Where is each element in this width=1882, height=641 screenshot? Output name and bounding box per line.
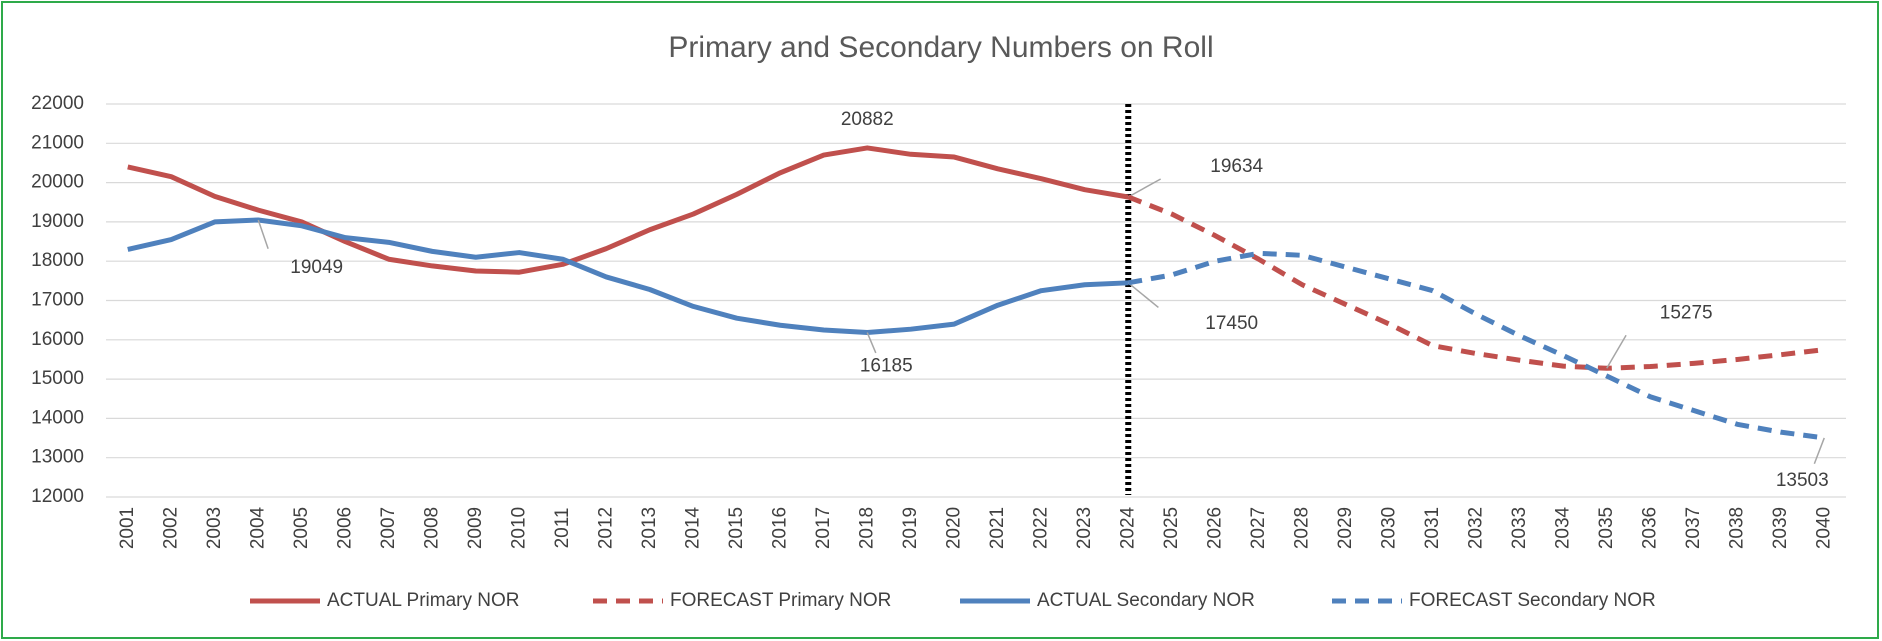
x-tick-label: 2014: [682, 506, 703, 549]
data-label: 16185: [860, 356, 913, 377]
y-tick-label: 17000: [31, 290, 84, 311]
label-leader: [257, 219, 269, 250]
x-tick-label: 2028: [1291, 507, 1312, 549]
x-tick-label: 2031: [1422, 507, 1443, 549]
y-tick-label: 21000: [31, 132, 84, 153]
y-tick-label: 13000: [31, 447, 84, 468]
x-tick-label: 2019: [900, 507, 921, 549]
x-tick-label: 2037: [1683, 507, 1704, 549]
x-tick-label: 2018: [856, 507, 877, 549]
x-tick-label: 2040: [1813, 507, 1834, 549]
x-tick-label: 2021: [987, 507, 1008, 549]
x-tick-label: 2024: [1117, 506, 1138, 549]
x-tick-label: 2034: [1552, 506, 1573, 549]
x-tick-label: 2032: [1465, 507, 1486, 549]
x-tick-label: 2013: [639, 507, 660, 549]
x-tick-label: 2016: [769, 507, 790, 549]
series-line: [1127, 194, 1825, 371]
x-tick-label: 2005: [291, 507, 312, 549]
x-tick-label: 2006: [334, 507, 355, 549]
data-label: 19049: [290, 257, 343, 278]
y-tick-label: 18000: [31, 250, 84, 271]
x-tick-label: 2002: [160, 507, 181, 549]
label-leader: [1813, 437, 1825, 465]
data-label: 20882: [841, 109, 894, 130]
label-leader: [1606, 334, 1627, 369]
x-tick-label: 2036: [1639, 507, 1660, 549]
label-leader: [866, 332, 877, 354]
y-tick-label: 16000: [31, 329, 84, 350]
x-tick-label: 2001: [117, 507, 138, 549]
x-tick-label: 2039: [1770, 507, 1791, 549]
y-tick-label: 19000: [31, 211, 84, 232]
label-leader: [1127, 282, 1159, 308]
y-tick-label: 20000: [31, 172, 84, 193]
x-tick-label: 2007: [378, 507, 399, 549]
legend-label: FORECAST Secondary NOR: [1409, 590, 1656, 611]
x-tick-label: 2010: [508, 507, 529, 549]
y-tick-label: 22000: [31, 93, 84, 114]
y-tick-label: 12000: [31, 486, 84, 507]
x-tick-label: 2020: [943, 507, 964, 549]
x-tick-label: 2008: [421, 507, 442, 549]
legend-label: ACTUAL Secondary NOR: [1037, 590, 1255, 611]
chart-title: Primary and Secondary Numbers on Roll: [668, 31, 1213, 64]
x-tick-label: 2012: [595, 507, 616, 549]
x-tick-label: 2035: [1596, 507, 1617, 549]
x-tick-label: 2026: [1204, 507, 1225, 549]
data-label: 19634: [1210, 156, 1263, 177]
series-line: [127, 145, 1129, 275]
x-tick-label: 2011: [552, 508, 573, 549]
x-tick-label: 2022: [1030, 507, 1051, 549]
y-tick-label: 14000: [31, 407, 84, 428]
label-leader: [1127, 178, 1162, 198]
x-tick-label: 2003: [204, 507, 225, 549]
x-tick-label: 2038: [1726, 507, 1747, 549]
legend-label: FORECAST Primary NOR: [670, 590, 891, 611]
x-tick-label: 2015: [726, 507, 747, 549]
series-line: [1127, 250, 1825, 441]
x-tick-label: 2017: [813, 507, 834, 549]
x-tick-label: 2030: [1378, 507, 1399, 549]
x-tick-label: 2025: [1161, 507, 1182, 549]
x-tick-label: 2004: [247, 506, 268, 549]
x-tick-label: 2029: [1335, 507, 1356, 549]
data-label: 17450: [1205, 313, 1258, 334]
data-label: 15275: [1660, 302, 1713, 323]
x-tick-label: 2027: [1248, 507, 1269, 549]
series-line: [127, 217, 1129, 336]
x-tick-label: 2033: [1509, 507, 1530, 549]
x-tick-label: 2023: [1074, 507, 1095, 549]
legend-label: ACTUAL Primary NOR: [327, 590, 519, 611]
data-label: 13503: [1776, 470, 1829, 491]
x-tick-label: 2009: [465, 507, 486, 549]
y-tick-label: 15000: [31, 368, 84, 389]
